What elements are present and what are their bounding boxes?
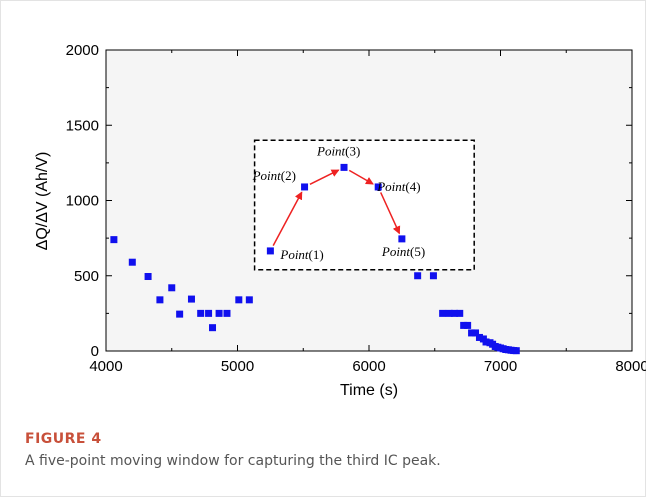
- data-point: [176, 310, 184, 318]
- data-point: [460, 321, 468, 329]
- window-point-label: Point(5): [381, 244, 425, 259]
- data-point: [475, 333, 483, 341]
- y-axis-label: ΔQ/ΔV (Ah/V): [34, 152, 51, 251]
- data-point: [464, 321, 472, 329]
- window-point: [398, 235, 406, 243]
- data-point: [456, 309, 464, 317]
- data-point: [450, 309, 458, 317]
- data-point: [512, 347, 520, 355]
- data-point: [235, 296, 243, 304]
- data-point: [205, 309, 213, 317]
- x-tick-label: 6000: [352, 358, 385, 375]
- y-tick-label: 500: [74, 268, 99, 285]
- data-point: [197, 309, 205, 317]
- window-point-label: Point(2): [252, 168, 296, 183]
- data-points: [110, 236, 520, 355]
- axis-ticks: 4000 5000 6000 7000 8000 0 500 1000 1500 2000: [66, 42, 646, 375]
- window-point-label: Point(4): [376, 179, 420, 194]
- window-point: [266, 247, 274, 255]
- data-point: [128, 258, 136, 266]
- data-point: [245, 296, 253, 304]
- data-point: [429, 272, 437, 280]
- x-tick-label: 4000: [89, 358, 122, 375]
- y-tick-label: 1000: [66, 193, 99, 210]
- data-point: [472, 329, 480, 337]
- data-point: [156, 296, 164, 304]
- data-point: [445, 309, 453, 317]
- data-point: [110, 236, 118, 244]
- y-tick-label: 0: [91, 343, 99, 360]
- window-arrow: [380, 192, 401, 235]
- window-point-label: Point(3): [316, 143, 360, 158]
- data-point: [414, 272, 422, 280]
- annotation-box: [253, 139, 475, 271]
- data-point: [482, 338, 490, 346]
- x-tick-label: 7000: [484, 358, 517, 375]
- y-tick-label: 2000: [66, 42, 99, 59]
- window-arrow: [309, 169, 340, 185]
- window-point-label: Point(1): [279, 247, 323, 262]
- annotation-box-layer: Point(1) Point(2) Point(3) Point(4) Point(5): [252, 139, 475, 271]
- window-point: [374, 183, 382, 191]
- data-point: [187, 295, 195, 303]
- data-point: [144, 273, 152, 281]
- data-point: [223, 309, 231, 317]
- ic-scatter-chart: 4000 5000 6000 7000 8000 0 500 1000 1500 2000 Poi…: [34, 42, 646, 399]
- window-point: [340, 163, 348, 171]
- data-point: [215, 309, 223, 317]
- window-arrow: [272, 191, 303, 246]
- window-arrow: [348, 169, 374, 185]
- data-point: [439, 309, 447, 317]
- x-axis-label: Time (s): [340, 382, 398, 399]
- x-tick-label: 5000: [221, 358, 254, 375]
- window-point: [301, 183, 309, 191]
- y-tick-label: 1500: [66, 117, 99, 134]
- x-tick-label: 8000: [615, 358, 646, 375]
- figure-label: FIGURE 4: [25, 431, 102, 447]
- data-point: [209, 324, 217, 332]
- figure-caption: A five-point moving window for capturing…: [25, 453, 441, 469]
- data-point: [168, 284, 176, 292]
- data-point: [468, 329, 476, 337]
